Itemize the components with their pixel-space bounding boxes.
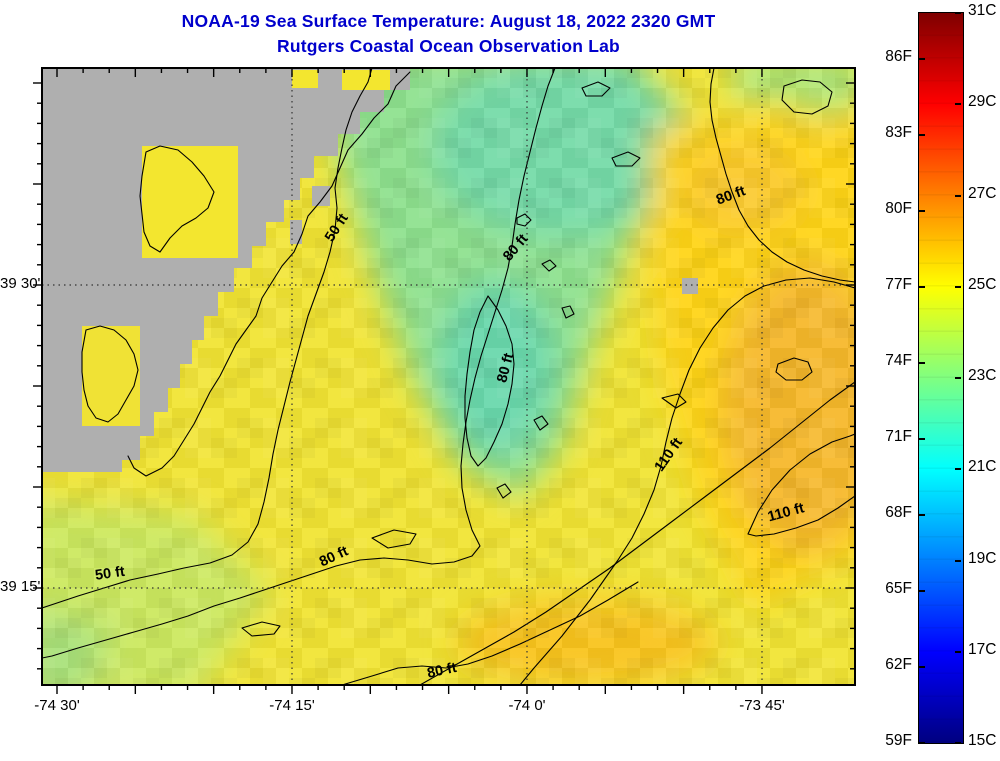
- colorbar-tick-f: [919, 210, 925, 212]
- colorbar-tick-c: [955, 286, 961, 288]
- colorbar-tick-c: [955, 377, 961, 379]
- figure-title: NOAA-19 Sea Surface Temperature: August …: [181, 11, 716, 31]
- colorbar-fahrenheit-label: 83F: [885, 124, 912, 141]
- colorbar-celsius-label: 27C: [968, 185, 997, 202]
- colorbar-celsius-label: 29C: [968, 93, 997, 110]
- colorbar-fahrenheit-label: 74F: [885, 352, 912, 369]
- colorbar-tick-c: [955, 651, 961, 653]
- colorbar-tick-c: [955, 468, 961, 470]
- colorbar-tick-f: [919, 286, 925, 288]
- colorbar-celsius-label: 19C: [968, 550, 997, 567]
- colorbar-fahrenheit-label: 68F: [885, 504, 912, 521]
- colorbar-tick-f: [919, 590, 925, 592]
- colorbar-fahrenheit-label: 86F: [885, 48, 912, 65]
- colorbar-tick-f: [919, 742, 925, 744]
- colorbar-celsius-label: 23C: [968, 367, 997, 384]
- colorbar-celsius-label: 21C: [968, 458, 997, 475]
- colorbar-celsius-label: 15C: [968, 732, 997, 749]
- colorbar-fahrenheit-label: 80F: [885, 200, 912, 217]
- colorbar-tick-c: [955, 560, 961, 562]
- colorbar-tick-f: [919, 666, 925, 668]
- y-axis-tick-label: 39 15': [0, 578, 41, 595]
- colorbar-tick-f: [919, 362, 925, 364]
- colorbar-tick-f: [919, 58, 925, 60]
- figure-subtitle: Rutgers Coastal Ocean Observation Lab: [277, 36, 620, 56]
- colorbar-tick-f: [919, 134, 925, 136]
- sst-field: [42, 68, 855, 685]
- colorbar-fahrenheit-label: 71F: [885, 428, 912, 445]
- colorbar-fahrenheit-label: 62F: [885, 656, 912, 673]
- colorbar-fahrenheit-label: 65F: [885, 580, 912, 597]
- colorbar-celsius-label: 25C: [968, 276, 997, 293]
- x-axis-tick-label: -73 45': [739, 697, 785, 714]
- isobath-label: 80 ft: [426, 660, 459, 682]
- isobath-label: 80 ft: [494, 351, 517, 384]
- colorbar-tick-f: [919, 438, 925, 440]
- colorbar-tick-c: [955, 103, 961, 105]
- colorbar-celsius-label: 17C: [968, 641, 997, 658]
- isobath-label: 50 ft: [94, 564, 126, 584]
- colorbar-fahrenheit-label: 77F: [885, 276, 912, 293]
- land-mass: [42, 68, 698, 472]
- colorbar-celsius-label: 31C: [968, 2, 997, 19]
- colorbar-tick-c: [955, 12, 961, 14]
- isobath-contours: [42, 68, 855, 685]
- graticule: [42, 68, 855, 685]
- x-axis-tick-label: -74 15': [269, 697, 315, 714]
- colorbar-fahrenheit-label: 59F: [885, 732, 912, 749]
- axis-ticks: [33, 68, 855, 694]
- y-axis-tick-label: 39 30': [0, 275, 41, 292]
- colorbar-tick-c: [955, 195, 961, 197]
- x-axis-tick-label: -74 0': [508, 697, 546, 714]
- colorbar-tick-f: [919, 514, 925, 516]
- colorbar-tick-c: [955, 742, 961, 744]
- x-axis-tick-label: -74 30': [34, 697, 80, 714]
